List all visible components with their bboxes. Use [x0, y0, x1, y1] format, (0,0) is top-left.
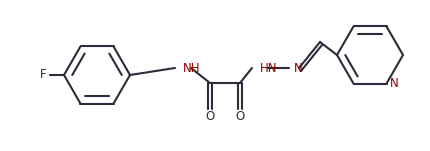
- Text: O: O: [206, 111, 215, 124]
- Text: O: O: [235, 111, 245, 124]
- Text: HN: HN: [260, 61, 277, 74]
- Text: F: F: [40, 69, 46, 82]
- Text: N: N: [294, 61, 303, 74]
- Text: NH: NH: [183, 61, 200, 74]
- Text: N: N: [390, 77, 398, 90]
